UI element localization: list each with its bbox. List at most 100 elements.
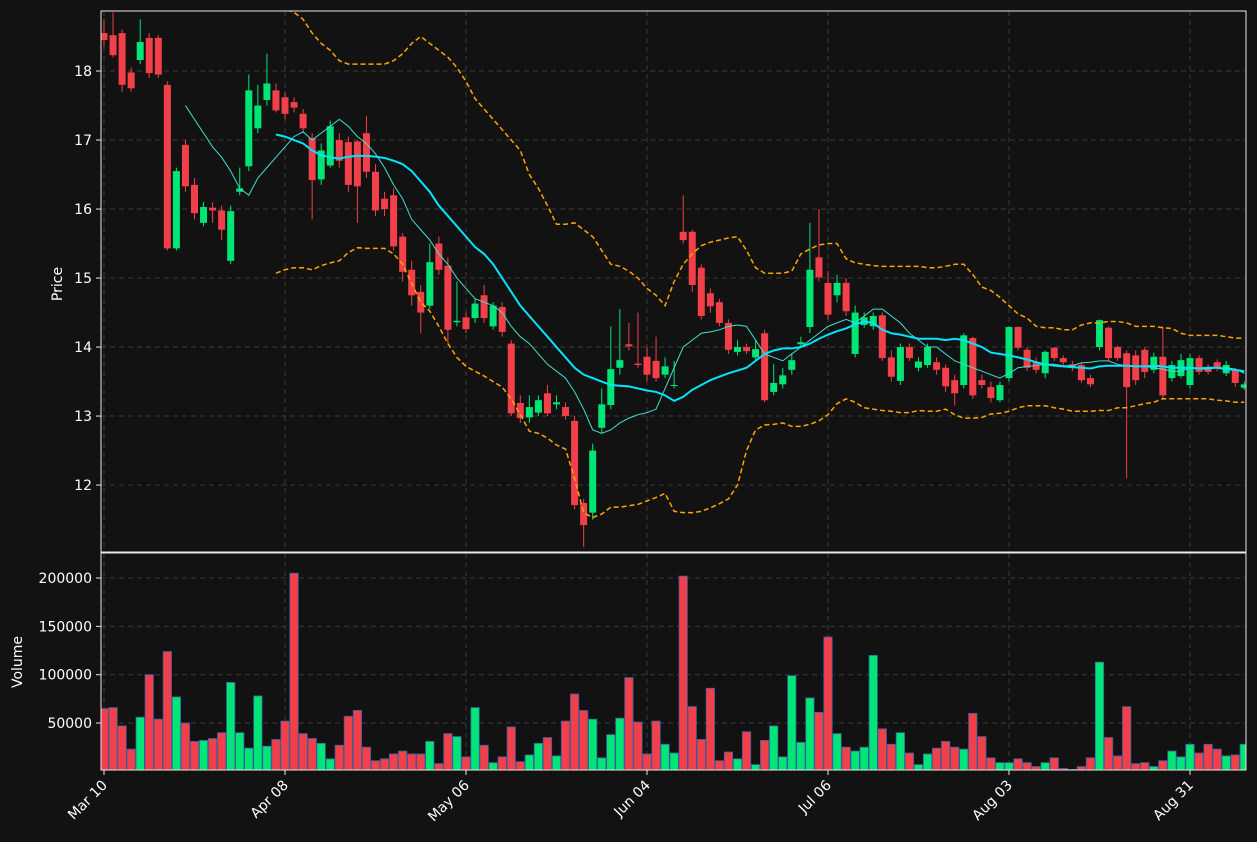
candle-body: [1059, 358, 1067, 363]
candle-body: [607, 369, 615, 406]
candle-body: [1114, 347, 1122, 359]
volume-bar: [841, 746, 851, 770]
candle-body: [335, 140, 343, 161]
candle-body: [381, 198, 389, 210]
candle-body: [145, 37, 153, 74]
candle-body: [842, 282, 850, 312]
candle-body: [1132, 355, 1140, 381]
volume-bar: [778, 756, 788, 770]
volume-bar: [379, 758, 390, 770]
volume-bar: [606, 734, 616, 770]
volume-bar: [1239, 743, 1246, 770]
volume-bar: [597, 757, 607, 770]
candle-body: [218, 210, 226, 230]
candle-body: [109, 35, 117, 56]
candle-body: [779, 375, 787, 385]
volume-bar: [624, 677, 634, 770]
candle-body: [824, 282, 832, 315]
candle-body: [444, 265, 452, 330]
volume-bar: [307, 738, 317, 770]
volume-bar: [1176, 756, 1186, 770]
volume-bar: [1094, 661, 1105, 770]
volume-bar: [370, 760, 381, 770]
volume-bar: [542, 737, 553, 770]
volume-bar: [877, 728, 887, 770]
volume-bar: [560, 720, 571, 770]
candle-body: [1240, 384, 1246, 388]
price-panel: [101, 11, 1246, 548]
volume-bar: [117, 725, 127, 770]
candle-body: [462, 317, 470, 330]
volume-panel: [101, 572, 1246, 770]
volume-bar: [1076, 766, 1086, 770]
candle-body: [516, 402, 524, 419]
candle-body: [1041, 351, 1049, 374]
volume-bar: [198, 740, 209, 770]
volume-bar: [678, 575, 688, 770]
candle-body: [571, 420, 579, 506]
candle-body: [1186, 358, 1194, 386]
candle-body: [589, 450, 597, 513]
candle-body: [915, 361, 922, 368]
volume-bar: [732, 758, 743, 770]
volume-bar: [1103, 737, 1114, 770]
volume-bar: [416, 753, 426, 770]
candle-body: [136, 42, 144, 60]
y-tick-label: 12: [74, 478, 92, 494]
y-tick-label: 18: [74, 64, 92, 80]
candle-body: [770, 382, 778, 392]
volume-bar: [995, 762, 1005, 770]
volume-bar: [714, 760, 725, 770]
volume-bar: [298, 733, 308, 770]
volume-bar: [352, 710, 363, 770]
indicator-line: [288, 11, 1245, 339]
volume-bar: [443, 733, 453, 770]
candle-body: [299, 113, 307, 129]
candle-body: [752, 349, 760, 358]
volume-bar: [769, 725, 779, 770]
candle-body: [887, 357, 895, 377]
volume-bar: [904, 752, 915, 770]
volume-bar: [1031, 766, 1041, 770]
candle-body: [815, 257, 823, 278]
volume-bar: [135, 716, 145, 770]
volume-bar: [126, 748, 136, 770]
volume-bar: [171, 696, 181, 770]
candle-body: [362, 133, 370, 172]
y-axis-label: Price: [50, 267, 66, 301]
y-tick-label: 13: [74, 409, 92, 425]
volume-bar: [153, 718, 163, 770]
candle-body: [263, 83, 271, 101]
volume-bar: [886, 743, 896, 770]
volume-bar: [642, 753, 652, 770]
candle-body: [200, 206, 208, 223]
volume-bar: [1194, 752, 1204, 770]
candle-body: [697, 267, 705, 317]
volume-bar: [760, 740, 770, 770]
volume-bar: [977, 736, 987, 770]
volume-bar: [941, 740, 951, 770]
candle-body: [580, 503, 588, 526]
candle-body: [435, 243, 443, 270]
candle-body: [715, 302, 723, 323]
volume-bar: [425, 740, 435, 770]
candle-body: [951, 380, 959, 394]
volume-bar: [832, 733, 842, 770]
volume-bar: [1122, 706, 1132, 770]
volume-frame: [100, 552, 1247, 771]
volume-bar: [1167, 750, 1177, 770]
candle-body: [896, 347, 904, 381]
volume-bar: [932, 747, 942, 770]
y-tick-label: 100000: [39, 668, 92, 684]
candle-body: [625, 344, 633, 347]
volume-bar: [189, 740, 200, 770]
volume-bar: [687, 706, 697, 770]
candle-body: [1086, 378, 1094, 385]
volume-bar: [551, 755, 562, 770]
volume-bar: [217, 732, 227, 770]
volume-bar: [488, 762, 498, 770]
volume-bar: [1049, 757, 1059, 770]
volume-bar: [108, 707, 118, 770]
volume-bar: [651, 720, 661, 770]
candle-body: [209, 207, 217, 211]
